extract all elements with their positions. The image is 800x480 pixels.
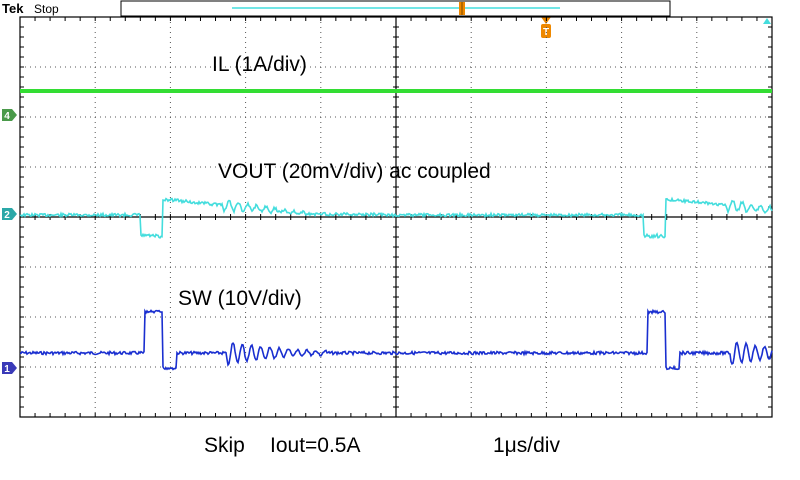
il-label: IL (1A/div) [212, 53, 307, 76]
channel-2-id: 2 [4, 210, 10, 221]
trigger-level-arrow [763, 18, 771, 24]
channel-4-id: 4 [4, 111, 10, 122]
graticule [19, 16, 773, 418]
brand-label: Tek [2, 1, 24, 16]
channel-1-marker[interactable]: 1 [2, 362, 17, 375]
vout-label: VOUT (20mV/div) ac coupled [218, 160, 491, 183]
mode-label: Skip [204, 434, 245, 457]
sw-label: SW (10V/div) [178, 287, 302, 310]
vout-trace [19, 196, 773, 240]
iout-label: Iout=0.5A [270, 434, 361, 457]
sw-trace [19, 308, 773, 371]
acquisition-status: Stop [34, 2, 59, 16]
record-trigger-marker [459, 2, 465, 15]
channel-4-marker[interactable]: 4 [2, 109, 17, 122]
timebase-label: 1μs/div [493, 434, 560, 457]
channel-1-id: 1 [4, 364, 10, 375]
channel-2-marker[interactable]: 2 [2, 208, 17, 221]
